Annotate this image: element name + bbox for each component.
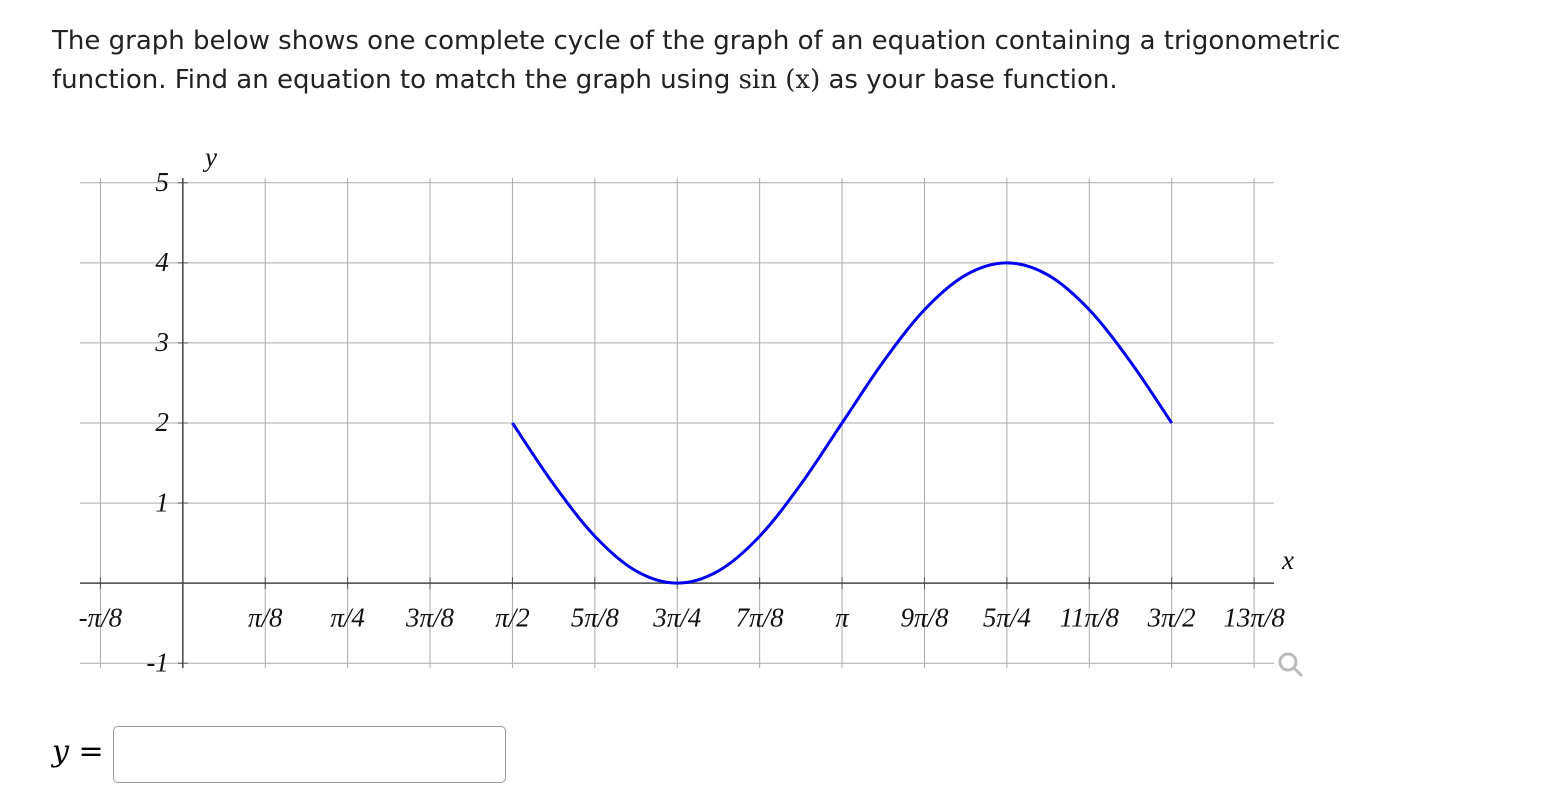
x-tick-label: π [835, 602, 850, 632]
y-tick-label: 4 [155, 247, 169, 277]
y-tick-label: 5 [155, 167, 169, 197]
x-tick-label: 7π/8 [736, 602, 785, 632]
y-tick-label: 2 [155, 407, 169, 437]
x-tick-label: 5π/8 [571, 602, 620, 632]
answer-input[interactable] [113, 726, 506, 783]
x-tick-label: 3π/4 [652, 602, 701, 632]
zoom-icon[interactable] [1278, 652, 1304, 678]
x-axis-label: x [1281, 545, 1294, 575]
x-tick-label: 9π/8 [900, 602, 949, 632]
x-tick-label: 5π/4 [983, 602, 1031, 632]
question-text: function. Find an equation to match the … [52, 65, 731, 95]
graph: y x -π/8 π/8 π/4 3π/8 π/2 5π/8 3π/4 7π/8 π 9π/8 5π… [79, 142, 1304, 678]
math: sin (x) [738, 65, 821, 95]
question-text: as your base function. [828, 65, 1118, 95]
x-tick-label: 3π/8 [405, 602, 455, 632]
question-line: The graph below shows one complete cycle… [52, 26, 1341, 56]
y-axis-label: y [202, 142, 217, 172]
x-tick-label: π/2 [495, 602, 530, 632]
y-tick-label: 3 [154, 327, 169, 357]
y-tick-label: 1 [155, 487, 169, 517]
x-tick-label: 11π/8 [1060, 602, 1120, 632]
x-tick-label: π/8 [248, 602, 283, 632]
question-line: function. Find an equation to match the … [52, 65, 1118, 95]
x-tick-label: 3π/2 [1147, 602, 1196, 632]
x-tick-label: -π/8 [79, 602, 123, 632]
x-tick-label: 13π/8 [1223, 602, 1285, 632]
x-tick-label: π/4 [330, 602, 365, 632]
y-tick-label: -1 [146, 647, 169, 677]
answer-label: y = [52, 734, 104, 769]
curve [511, 261, 1173, 585]
